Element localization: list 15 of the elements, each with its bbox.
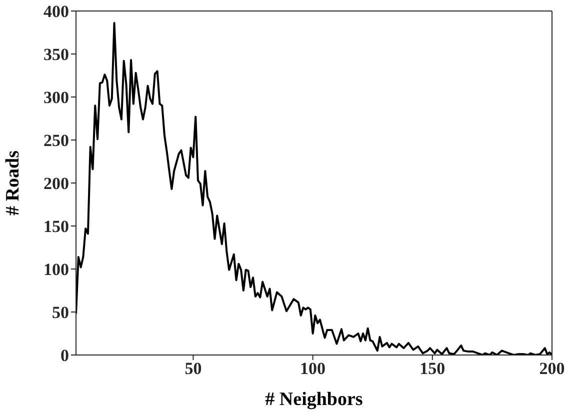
y-tick-label: 300: [44, 88, 69, 108]
x-axis-title: # Neighbors: [265, 389, 363, 410]
x-tick-label: 100: [300, 359, 326, 378]
y-tick-label: 200: [44, 174, 69, 194]
y-tick-label: 350: [44, 45, 69, 64]
y-axis-title: # Roads: [2, 150, 24, 216]
y-tick-label: 400: [44, 2, 69, 22]
y-tick-label: 50: [52, 303, 69, 322]
x-tick-label: 50: [184, 359, 202, 378]
x-tick-label: 200: [539, 359, 565, 378]
y-tick-label: 100: [44, 260, 69, 280]
y-tick-label: 0: [60, 346, 69, 366]
y-tick-label: 250: [44, 131, 69, 150]
y-tick-label: 150: [44, 217, 69, 236]
x-tick-label: 150: [420, 359, 446, 378]
